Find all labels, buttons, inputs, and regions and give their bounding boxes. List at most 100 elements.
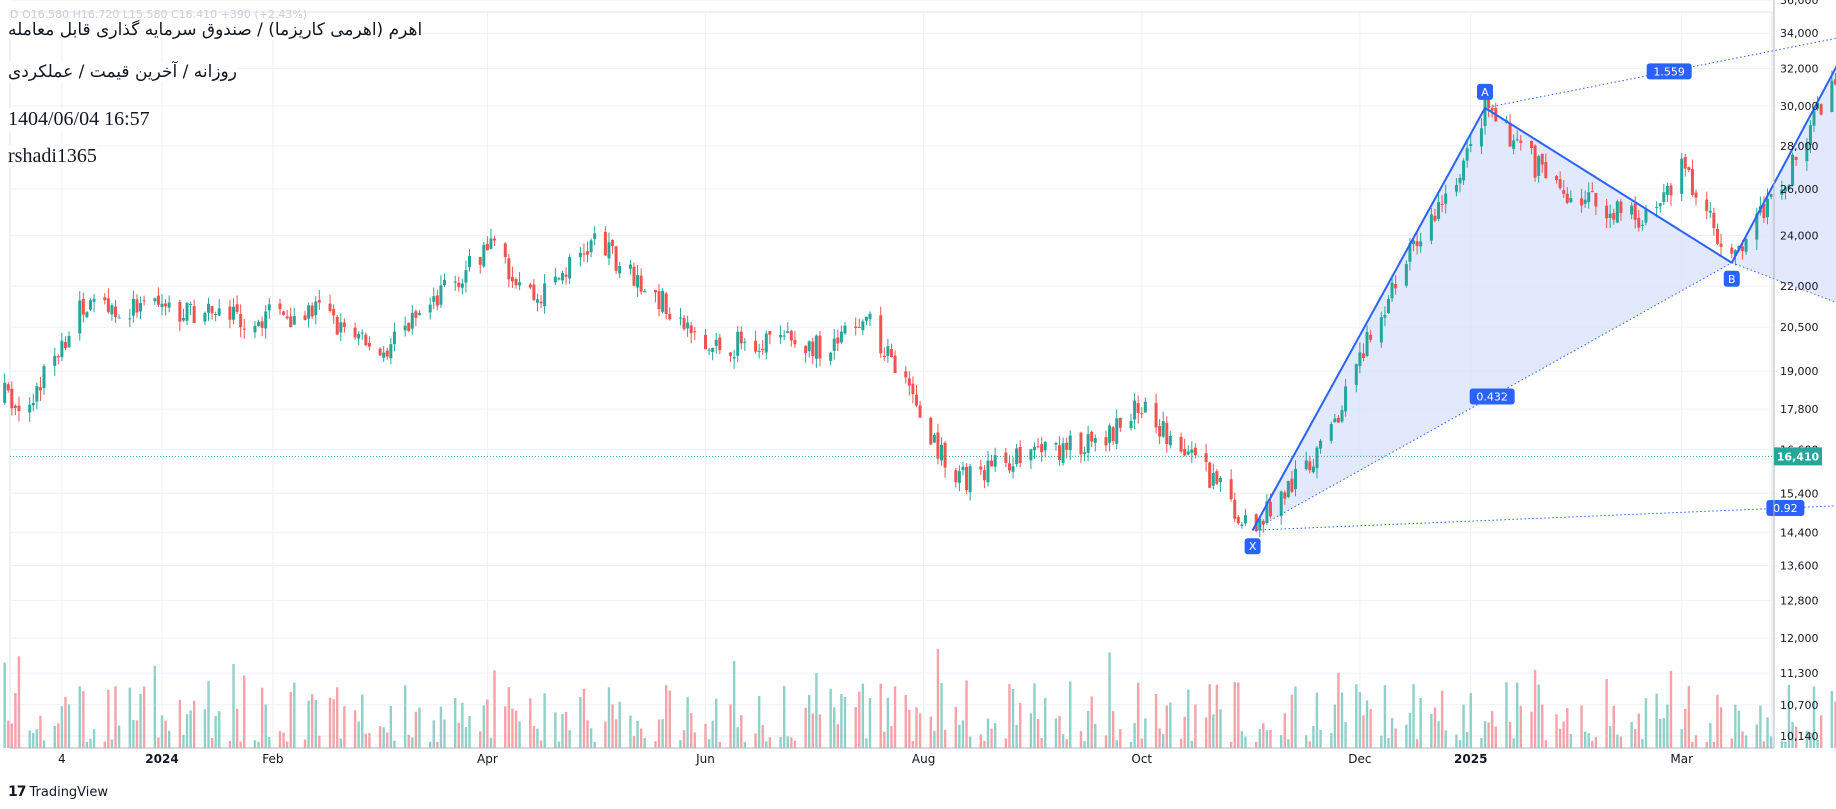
candle-body — [829, 352, 833, 361]
volume-bar — [1512, 738, 1515, 748]
volume-bar — [314, 700, 317, 748]
candle-body — [1769, 194, 1773, 197]
volume-bar — [790, 737, 793, 748]
volume-bar — [686, 697, 689, 748]
volume-bar — [10, 723, 14, 748]
volume-bar — [589, 728, 593, 748]
candle-body — [718, 337, 722, 351]
volume-bar — [629, 715, 632, 748]
candle-body — [1383, 314, 1387, 318]
volume-bar — [518, 721, 521, 748]
candle-body — [1358, 352, 1362, 367]
candle-body — [832, 338, 836, 351]
time-axis-label: Feb — [262, 752, 283, 766]
candle-body — [460, 283, 464, 288]
volume-bar — [1280, 735, 1283, 748]
candle-body — [289, 316, 293, 328]
candle-body — [886, 346, 890, 356]
candle-body — [117, 317, 121, 319]
candle-body — [106, 298, 110, 313]
candle-body — [936, 432, 940, 459]
volume-bar — [743, 741, 747, 748]
volume-bar — [239, 741, 242, 748]
chart-subtitle: روزانه / آخرین قیمت / عملکردی — [8, 62, 237, 82]
candle-body — [310, 305, 314, 317]
candle-body — [1712, 212, 1716, 229]
volume-bar — [732, 660, 736, 748]
candle-body — [686, 322, 690, 329]
candle-body — [103, 297, 107, 301]
volume-bar — [85, 741, 89, 748]
volume-bar — [1780, 740, 1784, 748]
candle-body — [711, 347, 715, 353]
volume-bar — [843, 697, 847, 748]
volume-bar — [1616, 734, 1619, 748]
volume-bar — [693, 732, 696, 748]
volume-bar — [468, 716, 471, 748]
candle-body — [1462, 160, 1466, 181]
candle-body — [1168, 436, 1172, 446]
price-axis-label: 15,400 — [1780, 487, 1819, 500]
candle-body — [1236, 517, 1240, 524]
pattern-ratio-line — [1252, 262, 1733, 531]
volume-bar — [135, 720, 139, 748]
candle-body — [1555, 175, 1559, 181]
volume-bar — [664, 685, 668, 748]
time-axis-label: Dec — [1348, 752, 1371, 766]
volume-bar — [536, 728, 539, 748]
time-axis-label: 2024 — [145, 752, 178, 766]
candle-body — [1665, 185, 1669, 195]
volume-bar — [1254, 741, 1258, 748]
volume-bar — [1008, 683, 1011, 748]
candle-body — [1569, 198, 1573, 203]
candle-body — [307, 305, 311, 319]
volume-bar — [1162, 734, 1165, 748]
candle-body — [804, 345, 808, 354]
volume-bar — [1187, 689, 1190, 748]
volume-bar — [243, 675, 246, 748]
volume-bar — [657, 719, 661, 748]
volume-bar — [1444, 730, 1447, 748]
price-axis-label: 10,700 — [1780, 699, 1819, 712]
volume-bar — [1794, 726, 1798, 748]
candle-body — [417, 313, 421, 316]
candle-body — [192, 306, 196, 324]
volume-bar — [464, 727, 468, 748]
volume-bar — [257, 741, 260, 748]
candle-body — [88, 300, 92, 310]
candle-body — [1537, 156, 1541, 176]
volume-bar — [139, 693, 142, 748]
volume-bar — [185, 714, 189, 748]
volume-bar — [1462, 704, 1465, 748]
volume-bar — [368, 733, 371, 748]
candle-body — [1344, 386, 1348, 412]
price-axis-label: 24,000 — [1780, 230, 1819, 243]
candle-body — [1633, 203, 1637, 220]
volume-bar — [582, 688, 586, 748]
candle-body — [582, 253, 586, 255]
volume-bar — [1619, 736, 1623, 748]
volume-bar — [357, 721, 360, 748]
candle-body — [1068, 435, 1072, 451]
candle-body — [1058, 445, 1062, 461]
price-axis-label: 11,300 — [1780, 667, 1819, 680]
volume-bar — [1415, 739, 1419, 748]
volume-bar — [1541, 704, 1544, 748]
candle-body — [786, 331, 790, 333]
volume-bar — [486, 699, 489, 748]
candle-body — [1687, 167, 1691, 170]
candle-body — [1780, 189, 1784, 195]
candle-body — [1004, 452, 1008, 463]
candle-body — [743, 341, 747, 343]
volume-bar — [1555, 714, 1558, 748]
candle-body — [1032, 446, 1036, 451]
tradingview-logo[interactable]: 17 TradingView — [8, 784, 108, 800]
candle-body — [1018, 446, 1022, 464]
volume-bar — [1666, 704, 1669, 748]
candle-body — [1104, 437, 1108, 446]
candle-body — [1662, 192, 1666, 202]
volume-bar — [861, 683, 865, 748]
price-axis-label: 13,600 — [1780, 559, 1819, 572]
candle-body — [664, 293, 668, 314]
